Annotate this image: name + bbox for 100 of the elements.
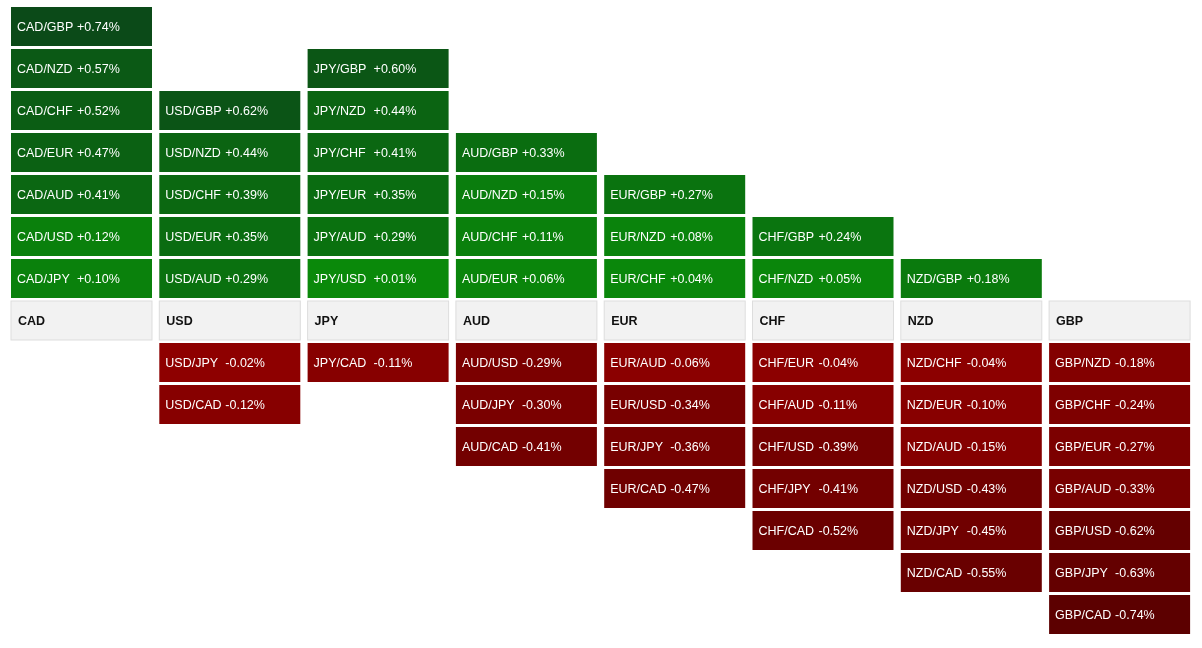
category-label: AUD/EUR xyxy=(461,271,519,286)
data-label: -0.41% xyxy=(521,439,562,454)
category-label: CAD/JPY xyxy=(17,271,71,286)
data-label: +0.44% xyxy=(373,103,417,118)
category-label: GBP/CHF xyxy=(1055,397,1112,412)
category-label: JPY/EUR xyxy=(313,187,367,202)
data-label: -0.24% xyxy=(1115,397,1155,412)
category-label: CAD/GBP xyxy=(17,19,74,34)
data-label: +0.29% xyxy=(225,271,269,286)
data-label: -0.12% xyxy=(225,397,265,412)
category-label: NZD/CHF xyxy=(906,355,963,370)
category-label: CAD/EUR xyxy=(17,145,74,160)
data-label: +0.41% xyxy=(373,145,417,160)
data-label: -0.33% xyxy=(1115,481,1155,496)
category-label: AUD/NZD xyxy=(461,187,518,202)
category-label: EUR/USD xyxy=(610,397,667,412)
data-label: +0.27% xyxy=(670,187,713,202)
category-label: GBP/AUD xyxy=(1055,481,1112,496)
data-label: +0.04% xyxy=(670,271,713,286)
category-label: CHF/NZD xyxy=(758,271,814,286)
category-label: JPY/CAD xyxy=(313,355,367,370)
data-label: -0.02% xyxy=(225,355,265,370)
category-label: USD/GBP xyxy=(165,103,222,118)
category-label: CHF/AUD xyxy=(758,397,815,412)
data-label: +0.60% xyxy=(373,61,417,76)
category-label: JPY/USD xyxy=(313,271,367,286)
category-label: CAD/CHF xyxy=(17,103,73,118)
data-label: +0.18% xyxy=(966,271,1010,286)
data-label: +0.33% xyxy=(521,145,565,160)
data-label: +0.11% xyxy=(521,229,564,244)
category-label: AUD/USD xyxy=(461,355,519,370)
data-label: -0.36% xyxy=(670,439,710,454)
data-label: +0.05% xyxy=(818,271,862,286)
category-label: CAD/AUD xyxy=(17,187,74,202)
data-label: -0.11% xyxy=(373,355,413,370)
text: GBP xyxy=(1056,313,1084,328)
text: JPY xyxy=(314,313,339,328)
data-label: +0.39% xyxy=(225,187,269,202)
text: NZD xyxy=(907,313,934,328)
data-label: +0.24% xyxy=(818,229,862,244)
category-label: USD/CAD xyxy=(165,397,222,412)
category-label: GBP/USD xyxy=(1055,523,1112,538)
text: CHF xyxy=(759,313,786,328)
category-label: USD/AUD xyxy=(165,271,222,286)
data-label: +0.35% xyxy=(373,187,417,202)
category-label: NZD/GBP xyxy=(906,271,963,286)
text: EUR xyxy=(611,313,638,328)
category-label: NZD/CAD xyxy=(906,565,963,580)
data-label: +0.29% xyxy=(373,229,417,244)
data-label: -0.29% xyxy=(521,355,562,370)
data-label: -0.04% xyxy=(818,355,859,370)
data-label: -0.15% xyxy=(966,439,1007,454)
data-label: +0.15% xyxy=(521,187,565,202)
data-label: +0.57% xyxy=(77,61,120,76)
category-label: EUR/JPY xyxy=(610,439,664,454)
category-label: JPY/NZD xyxy=(313,103,366,118)
category-label: CAD/USD xyxy=(17,229,74,244)
data-label: -0.11% xyxy=(818,397,858,412)
data-label: +0.12% xyxy=(77,229,120,244)
category-label: NZD/AUD xyxy=(906,439,963,454)
category-label: EUR/AUD xyxy=(610,355,667,370)
category-label: JPY/AUD xyxy=(313,229,367,244)
category-label: AUD/GBP xyxy=(461,145,519,160)
data-label: +0.08% xyxy=(670,229,713,244)
category-label: CHF/GBP xyxy=(758,229,815,244)
data-label: -0.45% xyxy=(966,523,1007,538)
category-label: USD/JPY xyxy=(165,355,219,370)
category-label: JPY/GBP xyxy=(313,61,367,76)
category-label: AUD/CHF xyxy=(461,229,518,244)
data-label: +0.10% xyxy=(77,271,120,286)
data-label: -0.34% xyxy=(670,397,710,412)
data-label: +0.52% xyxy=(77,103,120,118)
category-label: JPY/CHF xyxy=(313,145,367,160)
category-label: EUR/GBP xyxy=(610,187,667,202)
data-label: +0.47% xyxy=(77,145,120,160)
data-label: -0.52% xyxy=(818,523,859,538)
category-label: CAD/NZD xyxy=(17,61,73,76)
data-label: +0.62% xyxy=(225,103,269,118)
category-label: USD/NZD xyxy=(165,145,221,160)
category-label: CHF/USD xyxy=(758,439,815,454)
category-label: GBP/EUR xyxy=(1055,439,1112,454)
category-label: AUD/CAD xyxy=(461,439,519,454)
category-label: GBP/JPY xyxy=(1055,565,1109,580)
category-label: EUR/NZD xyxy=(610,229,666,244)
category-label: EUR/CAD xyxy=(610,481,667,496)
data-label: -0.06% xyxy=(670,355,710,370)
category-label: NZD/USD xyxy=(906,481,963,496)
data-label: -0.74% xyxy=(1115,607,1155,622)
data-label: -0.30% xyxy=(521,397,562,412)
text: USD xyxy=(166,313,193,328)
text: AUD xyxy=(462,313,490,328)
category-label: CHF/EUR xyxy=(758,355,815,370)
data-label: +0.41% xyxy=(77,187,120,202)
category-label: CHF/CAD xyxy=(758,523,815,538)
category-label: NZD/JPY xyxy=(906,523,960,538)
data-label: +0.74% xyxy=(77,19,120,34)
category-label: GBP/CAD xyxy=(1055,607,1112,622)
category-label: NZD/EUR xyxy=(906,397,963,412)
category-label: AUD/JPY xyxy=(461,397,516,412)
data-label: -0.41% xyxy=(818,481,859,496)
